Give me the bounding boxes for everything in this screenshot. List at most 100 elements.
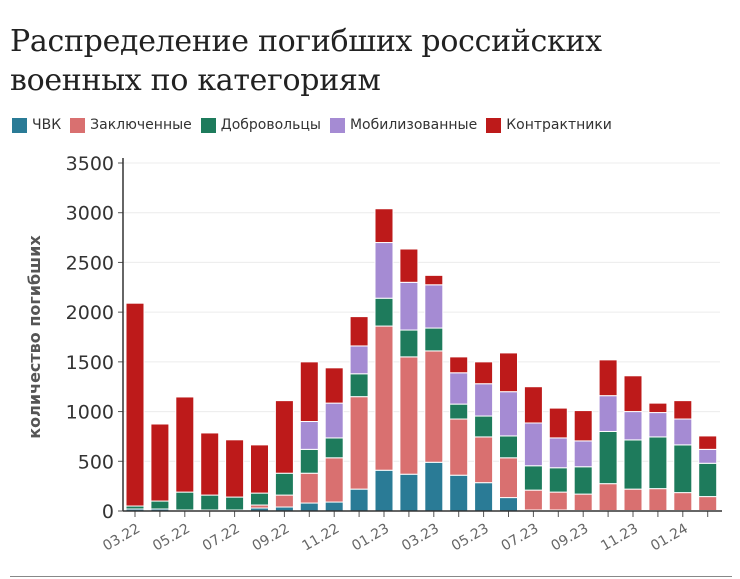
bar-segment <box>324 402 344 439</box>
bar-segment <box>598 430 618 485</box>
bar-segment <box>424 327 444 352</box>
bar-segment <box>374 469 394 512</box>
bar-segment <box>349 488 369 512</box>
bar-segment <box>324 437 344 459</box>
y-tick-label: 3500 <box>66 153 114 175</box>
legend-swatch <box>329 117 345 133</box>
bar-segment <box>324 367 344 404</box>
bar-segment <box>474 415 494 438</box>
legend: ЧВК Заключенные Добровольцы Мобилизованные К… <box>12 117 612 133</box>
y-tick-label: 1000 <box>66 402 114 424</box>
bar-segment <box>349 396 369 490</box>
bar-segment <box>648 402 668 414</box>
bar-segment <box>250 444 269 494</box>
bar-segment <box>374 297 394 327</box>
bar-segment <box>399 473 419 512</box>
legend-swatch <box>486 117 502 133</box>
bar-segment <box>673 418 693 446</box>
bar-segment <box>548 407 568 439</box>
bar-segment <box>324 501 344 512</box>
bar-segment <box>349 373 369 398</box>
bar-segment <box>673 400 693 420</box>
bar-segment <box>499 435 518 459</box>
legend-item: Добровольцы <box>200 117 321 133</box>
chart-title: Распределение погибших российских военных… <box>10 24 602 98</box>
x-tick-label: 05.23 <box>449 521 492 555</box>
bar-segment <box>150 500 170 510</box>
bar-segment <box>399 248 419 283</box>
bar-segment <box>449 474 469 512</box>
bar-segment <box>374 208 394 244</box>
x-tick-label: 11.22 <box>299 521 342 555</box>
x-tick-label: 07.22 <box>200 521 243 555</box>
bar-segment <box>623 411 643 441</box>
x-tick-label: 03.23 <box>399 521 442 555</box>
bar-segment <box>374 242 394 299</box>
x-tick-label: 09.22 <box>250 521 293 555</box>
bar-segment <box>573 466 593 495</box>
bar-segment <box>673 444 693 494</box>
bar-segment <box>523 465 543 491</box>
bar-segment <box>250 492 269 506</box>
bar-segment <box>449 418 469 476</box>
bar-segment <box>274 472 294 496</box>
bar-segment <box>449 403 469 420</box>
bar-segment <box>648 488 668 512</box>
x-tick-label: 09.23 <box>548 521 591 555</box>
bar-segment <box>474 361 494 385</box>
bar-segment <box>598 359 618 397</box>
bar-segment <box>299 421 319 450</box>
legend-label: Мобилизованные <box>349 117 478 133</box>
y-tick-label: 3000 <box>66 203 114 225</box>
legend-label: Добровольцы <box>220 117 321 133</box>
bar-segment <box>299 361 319 423</box>
bar-segment <box>598 483 618 512</box>
bar-segment <box>299 448 319 474</box>
legend-label: ЧВК <box>32 117 62 133</box>
bar-segment <box>200 432 220 496</box>
bar-segment <box>548 467 568 493</box>
bar-segment <box>648 436 668 490</box>
x-tick-label: 01.23 <box>349 521 392 555</box>
y-tick-label: 500 <box>78 451 114 473</box>
bar-segment <box>299 502 319 512</box>
bar-segment <box>698 435 718 450</box>
bar-segment <box>324 457 344 503</box>
bar-segment <box>623 375 643 413</box>
bar-segment <box>449 356 469 374</box>
bar-segment <box>399 356 419 475</box>
bar-segment <box>299 472 319 504</box>
bar-segment <box>573 440 593 468</box>
bar-segment <box>623 439 643 490</box>
bar-segment <box>274 494 294 508</box>
legend-item: Контрактники <box>486 117 612 133</box>
bar-segment <box>673 492 693 512</box>
bar-segment <box>499 457 518 499</box>
bar-segment <box>474 436 494 484</box>
y-axis-label: количество погибших <box>25 235 44 439</box>
bar-segment <box>474 383 494 417</box>
bar-segment <box>349 345 369 375</box>
bar-segment <box>424 284 444 329</box>
x-tick-label: 11.23 <box>598 521 641 555</box>
bar-segment <box>598 395 618 432</box>
bar-segment <box>523 422 543 467</box>
bar-segment <box>175 491 195 511</box>
legend-label: Контрактники <box>506 117 612 133</box>
bar-segment <box>200 494 220 511</box>
bar-segment <box>374 325 394 471</box>
bar-segment <box>474 482 494 512</box>
bar-segment <box>274 400 294 474</box>
bar-segment <box>698 496 718 512</box>
bar-segment <box>499 391 518 437</box>
y-tick-label: 2500 <box>66 252 114 274</box>
legend-item: Мобилизованные <box>329 117 478 133</box>
bar-segment <box>548 491 568 511</box>
bar-segment <box>225 496 245 511</box>
bar-segment <box>399 329 419 358</box>
legend-swatch <box>200 117 216 133</box>
x-tick-label: 01.24 <box>648 521 691 555</box>
bar-segment <box>499 352 518 393</box>
legend-swatch <box>12 117 27 133</box>
bar-segment <box>573 410 593 442</box>
